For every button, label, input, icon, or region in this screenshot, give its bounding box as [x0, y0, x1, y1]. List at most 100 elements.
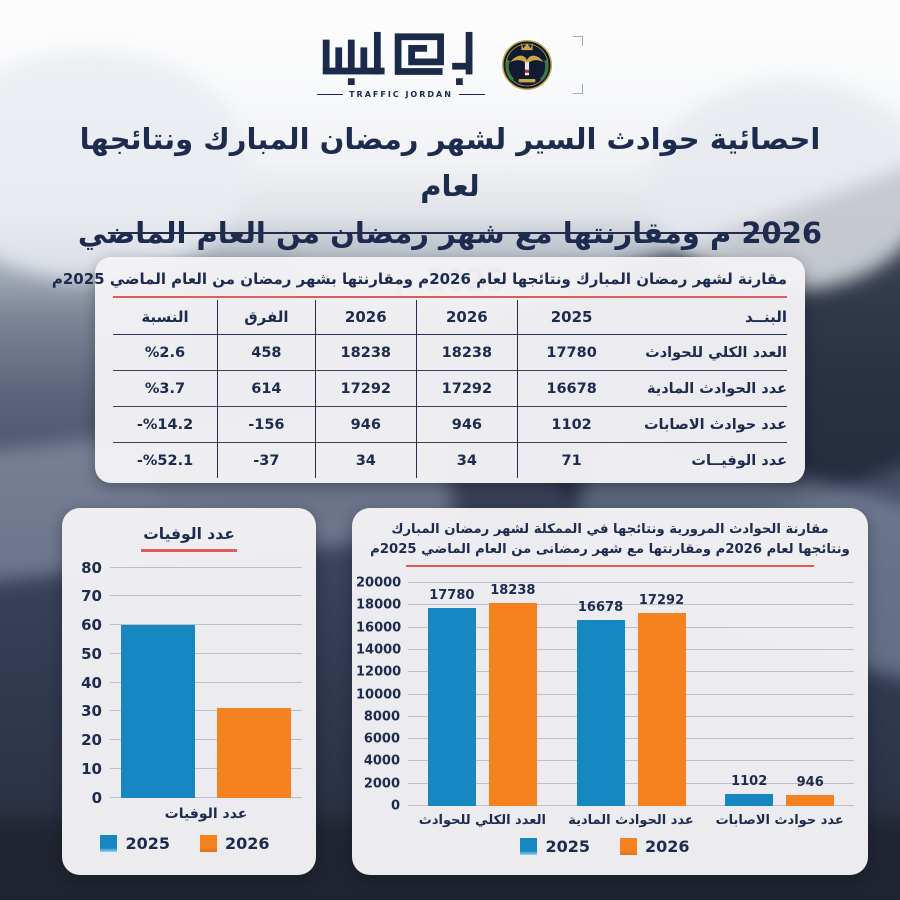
legend-label: 2026 [645, 837, 690, 856]
table-cell: 946 [415, 406, 518, 443]
gridline [408, 805, 854, 806]
table-cell: 18238 [415, 334, 518, 371]
bar-value-label: 946 [796, 775, 824, 791]
gridline [110, 624, 302, 625]
table-column-header: 2026 [415, 300, 518, 335]
legend-swatch-icon [100, 834, 118, 852]
table-cell: 18238 [314, 334, 417, 371]
table-cell: -%52.1 [136, 452, 194, 469]
gridline [110, 710, 302, 712]
rule-line [458, 93, 485, 96]
police-emblem-icon [500, 38, 554, 91]
crop-mark-icon [573, 83, 583, 94]
gridline [408, 626, 854, 628]
table-row-label: عدد حوادث الاصابات [643, 416, 787, 433]
comparison-table-card: مقارنة لشهر رمضان المبارك ونتائجها لعام … [51, 257, 805, 483]
logo-subtitle: TRAFFIC JORDAN [349, 90, 453, 99]
gridline [408, 604, 854, 606]
y-axis-tick-label: 70 [81, 587, 102, 606]
x-category-label: عدد حوادث الاصابات [715, 813, 844, 828]
table-cell: 458 [217, 334, 316, 371]
comparison-chart-title-line1: مقارنة الحوادث المرورية ونتائجها في المم… [391, 522, 829, 537]
y-axis-tick-label: 50 [81, 644, 102, 663]
gridline [408, 760, 854, 762]
y-axis-tick-label: 16000 [356, 620, 402, 636]
y-axis-tick-label: 30 [81, 702, 102, 721]
y-axis-tick-label: 6000 [363, 731, 400, 747]
table-row-label: عدد الوفيــات [691, 452, 787, 469]
gridline [408, 738, 854, 740]
y-axis-tick-label: 4000 [363, 753, 400, 769]
logo-crop-marks [569, 35, 583, 94]
comparison-chart-title: مقارنة الحوادث المرورية ونتائجها في المم… [352, 520, 868, 560]
table-cell: -156 [217, 406, 316, 443]
gridline [408, 782, 854, 784]
legend-swatch-icon [620, 838, 637, 855]
deaths-chart-title: عدد الوفيات [143, 525, 235, 543]
y-axis-tick-label: 14000 [356, 642, 402, 658]
legend-item-2025: 2025 [100, 834, 170, 853]
table-title: مقارنة لشهر رمضان المبارك ونتائجها لعام … [51, 270, 787, 288]
y-axis-tick-label: 60 [81, 616, 102, 634]
y-axis-tick-label: 80 [81, 558, 102, 577]
table-cell: 614 [217, 370, 316, 407]
bar-2025-3: 1102 [725, 774, 774, 806]
bar-2025-1: 17780 [427, 588, 476, 806]
traffic-jordan-logo: TRAFFIC JORDAN [317, 30, 485, 99]
deaths-bar-chart: 0 10 20 30 40 50 60 70 80 عدد الوفيات 2025 2026 [62, 559, 316, 853]
bar-value-label: 17780 [429, 587, 475, 603]
background-shape [0, 50, 250, 280]
y-axis-tick-label: 10000 [356, 687, 402, 702]
table-cell: -37 [217, 442, 316, 478]
red-underline [141, 549, 237, 552]
y-axis-tick-label: 40 [81, 673, 102, 692]
bar-value-label: 17292 [638, 593, 685, 609]
logo-wordmark-row: TRAFFIC JORDAN [317, 90, 485, 99]
bar-2026-3: 946 [786, 775, 835, 806]
y-axis-tick-label: 8000 [363, 709, 400, 725]
legend-item-2026: 2026 [200, 834, 270, 853]
gridline [408, 715, 854, 717]
table-column-header: النسبة [141, 308, 189, 326]
background-shape [650, 80, 900, 290]
table-column-header: 2025 [516, 300, 626, 335]
header-logo: TRAFFIC JORDAN [0, 30, 900, 99]
gridline [408, 693, 854, 695]
y-axis-tick-label: 10 [81, 759, 102, 778]
bar-2025-2: 16678 [576, 600, 625, 806]
gridline [110, 681, 302, 683]
gridline [110, 739, 302, 740]
comparison-chart-card: مقارنة الحوادث المرورية ونتائجها في المم… [352, 508, 868, 875]
legend-swatch-icon [520, 838, 538, 855]
statistics-table: البنــد 2025 2026 2026 الفرق النسبة العدد الك… [113, 300, 787, 478]
table-row: عدد حوادث الاصابات 1102 946 946 -156 -%14.2 [113, 406, 787, 443]
title-divider [108, 232, 790, 234]
table-cell: -%14.2 [136, 416, 194, 433]
y-axis-tick-label: 0 [390, 798, 400, 814]
red-underline [406, 565, 814, 567]
table-header: البنــد 2025 2026 2026 الفرق النسبة [113, 300, 787, 335]
table-row: عدد الوفيــات 71 34 34 -37 -%52.1 [113, 442, 787, 478]
bar-2026-1 [217, 708, 291, 798]
table-column-header: الفرق [217, 300, 316, 335]
rule-line [317, 93, 344, 96]
y-axis-tick-label: 0 [91, 788, 102, 807]
crop-mark-icon [573, 35, 583, 46]
table-cell: 17292 [314, 370, 417, 407]
table-column-header: 2026 [314, 300, 417, 335]
legend-swatch-icon [200, 834, 217, 852]
bar-value-label: 18238 [490, 582, 536, 598]
table-row: العدد الكلي للحوادث 17780 18238 18238 458 %2.… [113, 334, 787, 371]
gridline [110, 566, 302, 568]
gridline [110, 652, 302, 654]
gridline [408, 648, 854, 650]
y-axis-tick-label: 20000 [356, 575, 402, 591]
x-category-label: العدد الكلي للحوادث [418, 813, 546, 828]
red-underline [113, 296, 787, 298]
legend-label: 2026 [225, 833, 270, 853]
table-cell: 1102 [516, 406, 626, 443]
y-axis-tick-label: 12000 [356, 664, 402, 680]
bar-2025-1 [121, 625, 195, 798]
table-cell: 16678 [516, 370, 626, 407]
